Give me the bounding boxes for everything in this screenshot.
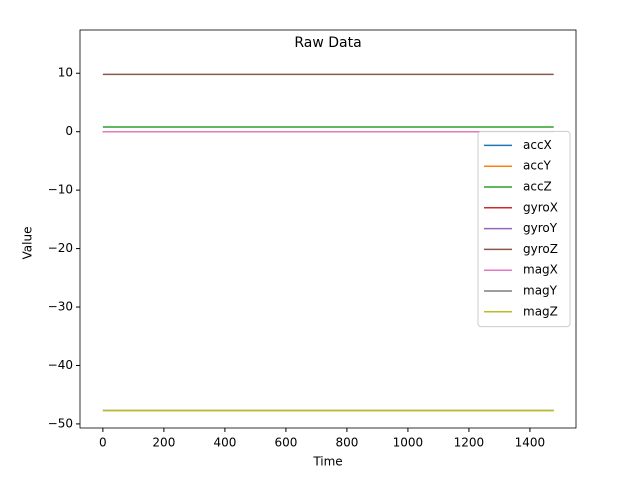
x-tick-label: 400 [213, 436, 236, 450]
legend-label: accZ [523, 180, 552, 194]
legend-label: gyroY [523, 221, 558, 235]
legend-label: accX [523, 138, 552, 152]
legend-label: magY [523, 284, 558, 298]
axes-frame [79, 29, 577, 429]
x-tick-label: 1000 [393, 436, 424, 450]
legend-box [477, 130, 571, 328]
legend-label: gyroX [523, 200, 558, 214]
x-tick-label: 0 [99, 436, 107, 450]
x-tick-label: 1200 [454, 436, 485, 450]
y-tick-label: −40 [48, 358, 73, 372]
legend-label: accY [523, 159, 552, 173]
y-tick-label: 0 [65, 124, 73, 138]
x-tick-label: 800 [335, 436, 358, 450]
y-axis-label: Value [21, 227, 35, 260]
y-tick-label: −50 [48, 416, 73, 430]
y-tick-label: 10 [58, 66, 73, 80]
x-tick-label: 1400 [515, 436, 546, 450]
x-axis-label: Time [312, 455, 342, 469]
legend-label: magZ [523, 304, 558, 318]
x-tick-label: 200 [152, 436, 175, 450]
y-tick-label: −30 [48, 300, 73, 314]
y-tick-label: −20 [48, 241, 73, 255]
chart-title: Raw Data [294, 35, 361, 51]
legend-label: magX [523, 263, 558, 277]
y-tick-label: −10 [48, 183, 73, 197]
legend-label: gyroZ [523, 242, 558, 256]
x-tick-label: 600 [274, 436, 297, 450]
